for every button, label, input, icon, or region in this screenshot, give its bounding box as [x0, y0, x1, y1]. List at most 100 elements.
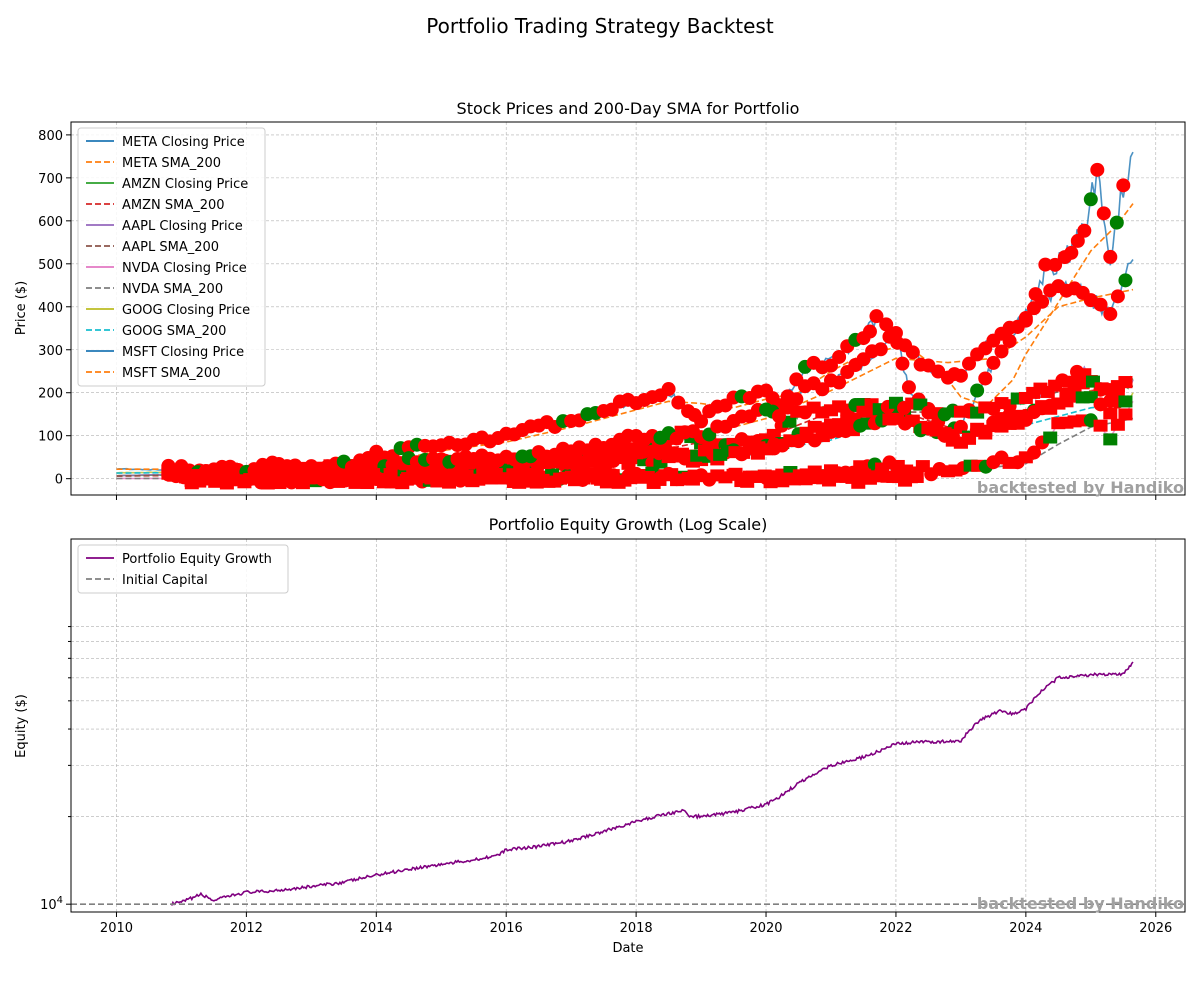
price-chart: 0 100 200 300 400 500 600 700 800 Stock Prices a… [14, 99, 1186, 500]
legend-label-meta-closing-price: META Closing Price [122, 135, 245, 150]
sell-marker [1062, 375, 1077, 388]
buy-marker [1103, 433, 1118, 446]
legend-label-msft-closing-price: MSFT Closing Price [122, 345, 244, 360]
equity-chart-y-tick-label: 104 [40, 895, 63, 913]
equity-chart-x-tick-label: 2014 [360, 921, 393, 936]
price-chart-ylabel: Price ($) [14, 281, 29, 335]
buy-marker [1109, 215, 1124, 230]
buy-marker [970, 383, 985, 398]
price-chart-y-tick-label: 0 [55, 473, 63, 488]
price-chart-y-tick-label: 400 [38, 301, 63, 316]
sell-marker [772, 409, 787, 424]
buy-marker [782, 415, 797, 428]
sell-marker [905, 345, 920, 360]
equity-chart-watermark: backtested by Handiko [977, 894, 1184, 913]
sell-marker [780, 400, 795, 415]
legend-label-aapl-closing-price: AAPL Closing Price [122, 219, 243, 234]
price-chart-y-tick-label: 200 [38, 387, 63, 402]
sell-marker [1096, 206, 1111, 221]
sell-marker [1118, 408, 1133, 421]
sell-marker [895, 356, 910, 371]
legend-label-aapl-sma-200: AAPL SMA_200 [122, 240, 219, 255]
series-line-portfolio-equity-growth [170, 661, 1134, 906]
price-chart-y-tick-label: 700 [38, 172, 63, 187]
legend-label-initial-capital: Initial Capital [122, 573, 208, 588]
sell-marker [915, 460, 930, 473]
buy-marker [1083, 391, 1098, 404]
legend-label-goog-sma-200: GOOG SMA_200 [122, 324, 226, 339]
equity-chart-x-tick-label: 2016 [490, 921, 523, 936]
buy-marker [1083, 192, 1098, 207]
sell-marker [1018, 313, 1033, 328]
price-chart-frame [70, 121, 1186, 496]
sell-marker [978, 371, 993, 386]
sell-marker [815, 382, 830, 397]
series-line-msft-sma-200 [116, 288, 1134, 470]
equity-chart-legend: Portfolio Equity Growth Initial Capital [77, 544, 289, 594]
sell-marker [789, 392, 804, 407]
equity-chart-xlabel: Date [612, 941, 643, 956]
equity-chart-series [71, 661, 1185, 906]
price-chart-y-tick-label: 300 [38, 344, 63, 359]
sell-marker [873, 342, 888, 357]
sell-marker [1110, 418, 1125, 431]
sell-marker [687, 469, 702, 482]
equity-chart-title: Portfolio Equity Growth (Log Scale) [489, 515, 768, 534]
sell-marker [994, 344, 1009, 359]
figure-title: Portfolio Trading Strategy Backtest [426, 14, 774, 38]
price-chart-y-tick-label: 800 [38, 129, 63, 144]
price-chart-y-tick-label: 600 [38, 215, 63, 230]
sell-marker [962, 432, 977, 445]
sell-marker [512, 476, 527, 489]
equity-chart-x-tick-label: 2012 [230, 921, 263, 936]
sell-marker [1048, 257, 1063, 272]
sell-marker [1103, 407, 1118, 420]
sell-marker [909, 470, 924, 483]
legend-box [77, 544, 289, 594]
sell-marker [962, 356, 977, 371]
price-chart-ticks: 0 100 200 300 400 500 600 700 800 [38, 129, 1157, 500]
sell-marker [1064, 245, 1079, 260]
sell-marker [1118, 376, 1133, 389]
sell-marker [1110, 289, 1125, 304]
equity-chart-ticks: 2010 2012 2014 2016 2018 2020 2022 2024 2026 104 [40, 626, 1172, 936]
sell-marker [1103, 307, 1118, 322]
sell-marker [1035, 294, 1050, 309]
sell-marker [1026, 445, 1041, 460]
sell-marker [905, 414, 920, 427]
sell-marker [953, 419, 968, 434]
sell-marker [832, 349, 847, 364]
legend-label-msft-sma-200: MSFT SMA_200 [122, 366, 220, 381]
buy-marker [1043, 431, 1058, 444]
legend-label-meta-sma-200: META SMA_200 [122, 156, 221, 171]
equity-chart-x-tick-label: 2022 [879, 921, 912, 936]
price-chart-legend: META Closing Price META SMA_200 AMZN Closi… [77, 127, 266, 387]
sell-marker [1070, 233, 1085, 248]
price-chart-title: Stock Prices and 200-Day SMA for Portfol… [457, 99, 800, 118]
sell-marker [862, 324, 877, 339]
legend-label-portfolio-equity-growth: Portfolio Equity Growth [122, 552, 272, 567]
buy-marker [1118, 273, 1133, 288]
buy-marker [1118, 395, 1133, 408]
sell-marker [671, 395, 686, 410]
equity-chart-x-tick-label: 2010 [100, 921, 133, 936]
sell-marker [986, 355, 1001, 370]
legend-label-amzn-closing-price: AMZN Closing Price [122, 177, 248, 192]
equity-chart-ylabel: Equity ($) [14, 694, 29, 758]
legend-label-nvda-closing-price: NVDA Closing Price [122, 261, 247, 276]
sell-marker [1077, 223, 1092, 238]
equity-chart-frame [70, 538, 1186, 913]
legend-label-nvda-sma-200: NVDA SMA_200 [122, 282, 223, 297]
sell-marker [901, 380, 916, 395]
sell-marker [953, 368, 968, 383]
price-chart-trade-markers [161, 162, 1133, 490]
sell-marker [1038, 257, 1053, 272]
sell-marker [879, 317, 894, 332]
sell-marker [1093, 297, 1108, 312]
sell-marker [1103, 249, 1118, 264]
equity-chart-x-tick-label: 2020 [749, 921, 782, 936]
legend-box [77, 127, 266, 387]
sell-marker [869, 309, 884, 324]
equity-chart-x-tick-label: 2024 [1009, 921, 1042, 936]
